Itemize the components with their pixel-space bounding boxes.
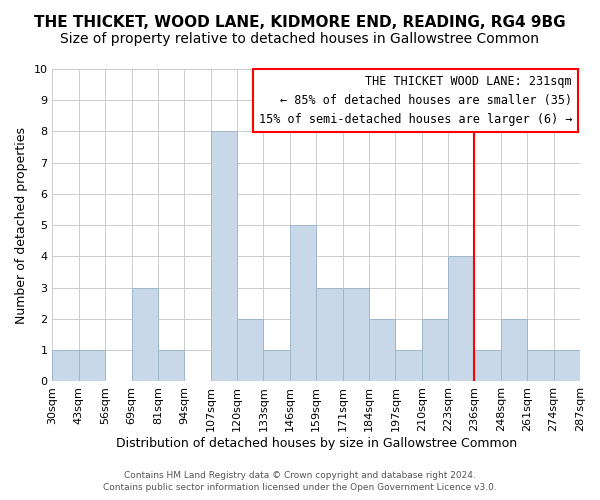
Bar	[263, 350, 290, 382]
Bar	[395, 350, 422, 382]
Text: THE THICKET WOOD LANE: 231sqm
← 85% of detached houses are smaller (35)
15% of s: THE THICKET WOOD LANE: 231sqm ← 85% of d…	[259, 75, 572, 126]
Bar	[501, 319, 527, 382]
Bar	[211, 132, 237, 382]
Bar	[475, 350, 501, 382]
Bar	[290, 225, 316, 382]
Bar	[422, 319, 448, 382]
X-axis label: Distribution of detached houses by size in Gallowstree Common: Distribution of detached houses by size …	[116, 437, 517, 450]
Text: THE THICKET, WOOD LANE, KIDMORE END, READING, RG4 9BG: THE THICKET, WOOD LANE, KIDMORE END, REA…	[34, 15, 566, 30]
Bar	[527, 350, 554, 382]
Bar	[237, 319, 263, 382]
Bar	[52, 350, 79, 382]
Bar	[554, 350, 580, 382]
Text: Contains HM Land Registry data © Crown copyright and database right 2024.
Contai: Contains HM Land Registry data © Crown c…	[103, 471, 497, 492]
Y-axis label: Number of detached properties: Number of detached properties	[15, 126, 28, 324]
Bar	[343, 288, 369, 382]
Bar	[131, 288, 158, 382]
Bar	[79, 350, 105, 382]
Bar	[158, 350, 184, 382]
Bar	[369, 319, 395, 382]
Text: Size of property relative to detached houses in Gallowstree Common: Size of property relative to detached ho…	[61, 32, 539, 46]
Bar	[316, 288, 343, 382]
Bar	[448, 256, 475, 382]
